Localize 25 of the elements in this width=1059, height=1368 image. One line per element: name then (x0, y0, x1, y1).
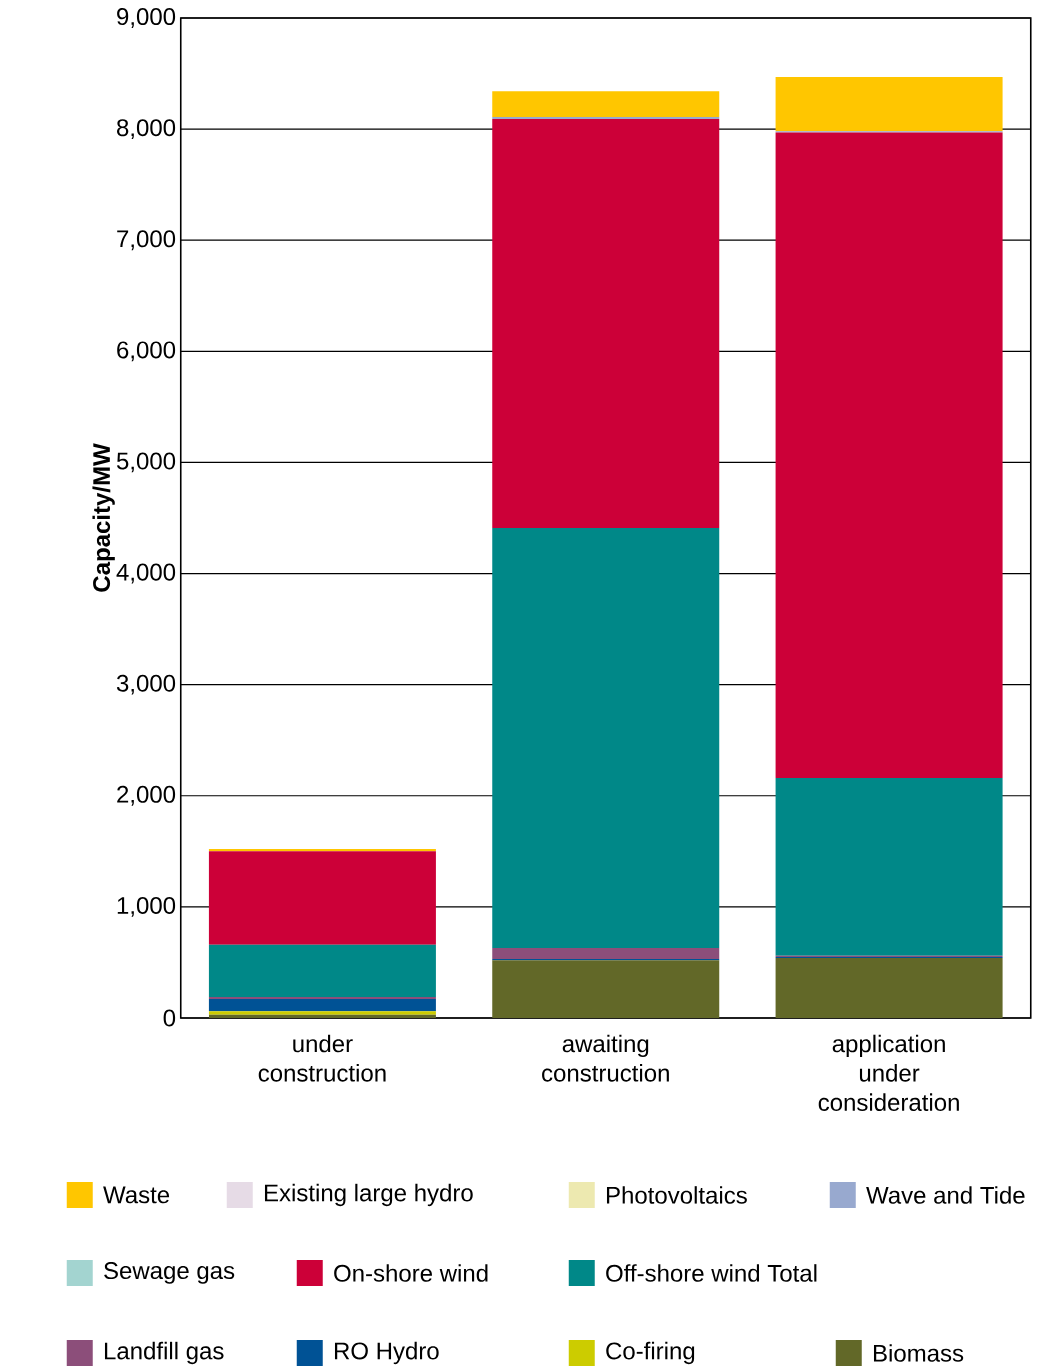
legend-label: Biomass (874, 1344, 964, 1362)
y-tick-label: 5,000 (117, 452, 176, 473)
legend-label: RO Hydro (335, 1341, 439, 1365)
x-tick-label: application under consideration (818, 1034, 960, 1111)
y-tick-label: 6,000 (117, 341, 176, 362)
legend-label: Waste (103, 1186, 170, 1204)
y-tick-label: 9,000 (117, 8, 176, 28)
legend-label: Landfill gas (105, 1341, 224, 1365)
y-tick-label: 4,000 (116, 563, 176, 584)
y-tick-label: 1,000 (117, 896, 176, 917)
legend-label: Wave and Tide (866, 1186, 1025, 1204)
y-tick-label: 8,000 (117, 119, 176, 140)
x-tick-label: under construction (258, 1034, 386, 1082)
legend-label: On-shore wind (334, 1264, 488, 1282)
legend-label: Co-firing (606, 1341, 695, 1365)
y-tick-label: 7,000 (117, 230, 176, 251)
legend-label: Off-shore wind Total (606, 1264, 817, 1282)
legend-label: Existing large hydro (265, 1183, 473, 1207)
y-tick-label: 0 (163, 1009, 176, 1027)
legend-label: Sewage gas (104, 1262, 235, 1284)
y-tick-label: 2,000 (117, 785, 176, 806)
x-tick-label: awaiting construction (542, 1034, 670, 1082)
legend-label: Photovoltaics (607, 1186, 748, 1204)
y-axis-title: Capacity/MW (92, 443, 115, 592)
y-tick-label: 3,000 (117, 674, 176, 695)
